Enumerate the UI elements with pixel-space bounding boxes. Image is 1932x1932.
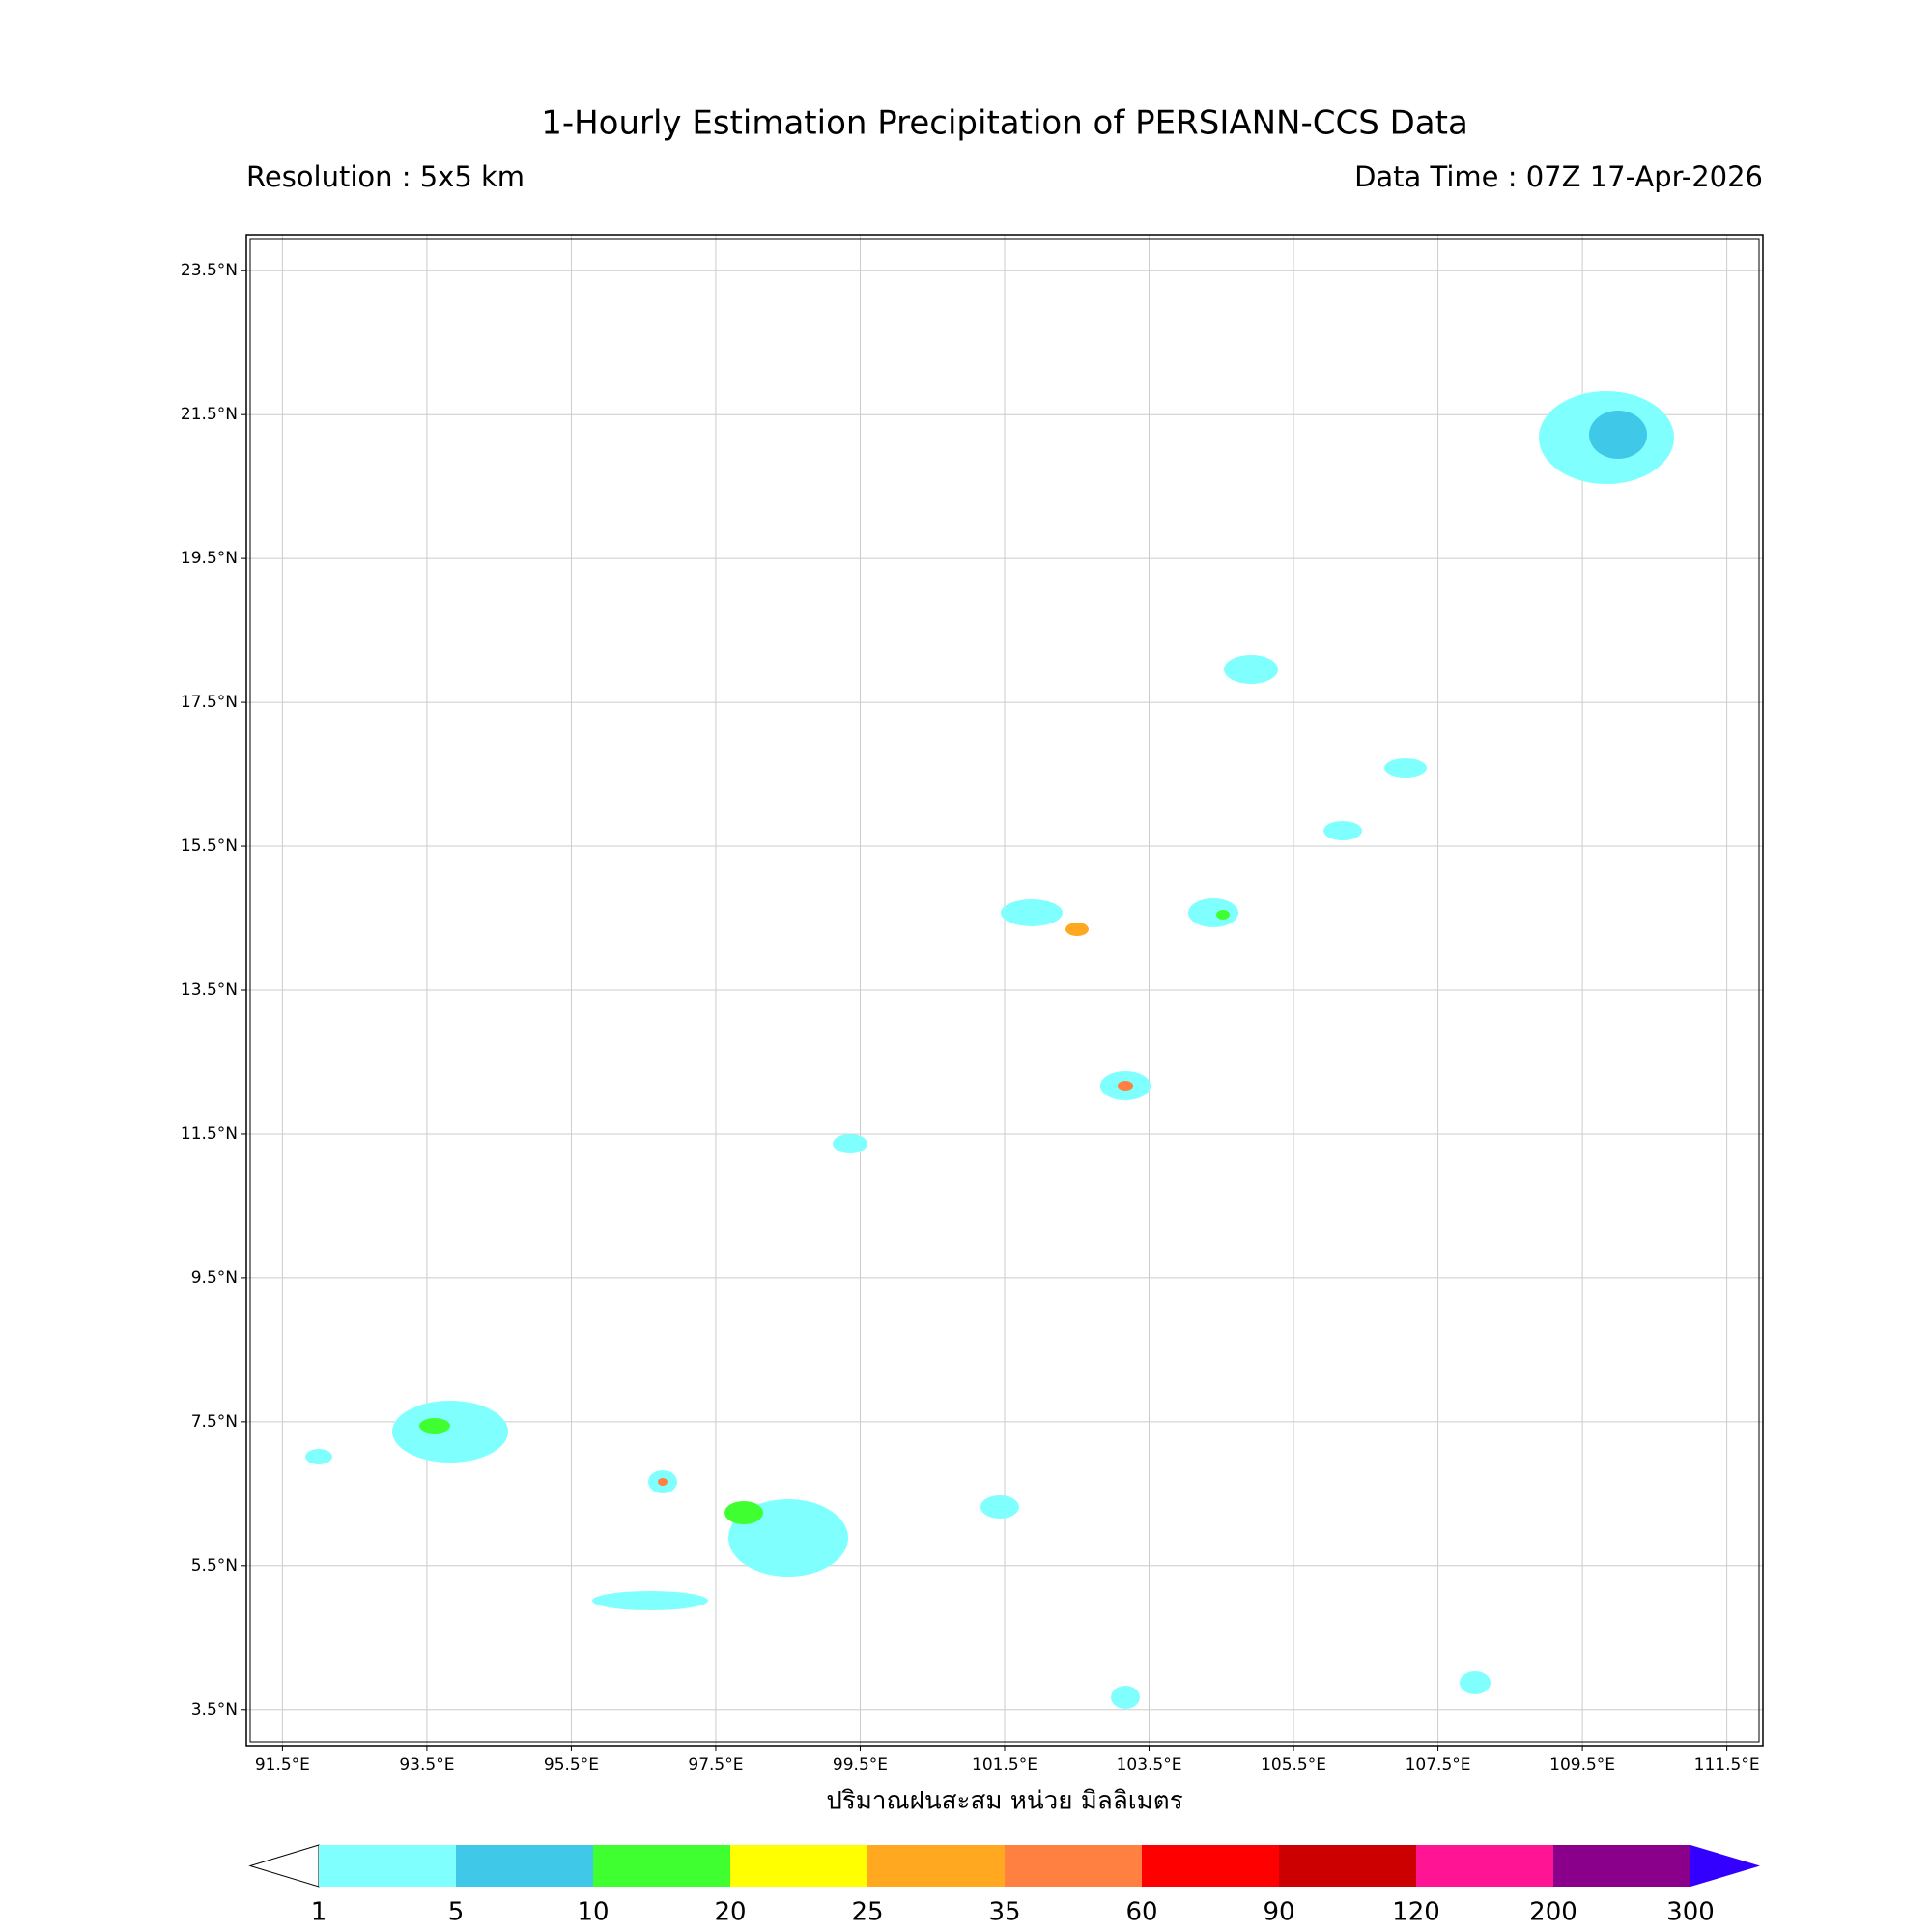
colorbar-box <box>456 1845 594 1887</box>
x-tick-label: 101.5°E <box>972 1755 1037 1775</box>
y-tick-label: 23.5°N <box>181 261 238 280</box>
rain-area <box>1323 821 1362 840</box>
rain-area <box>305 1449 332 1464</box>
x-tick-label: 91.5°E <box>255 1755 310 1775</box>
colorbar-tick-label: 1 <box>311 1898 327 1927</box>
colorbar-extend-max <box>1690 1845 1760 1887</box>
colorbar-tick-label: 10 <box>577 1898 609 1927</box>
y-tick-label: 5.5°N <box>191 1556 238 1576</box>
colorbar-tick-label: 5 <box>448 1898 465 1927</box>
rain-area <box>592 1591 708 1610</box>
colorbar-tick-label: 200 <box>1529 1898 1577 1927</box>
x-tick-label: 111.5°E <box>1694 1755 1760 1775</box>
colorbar-extend-min <box>248 1844 320 1888</box>
x-tick-label: 103.5°E <box>1117 1755 1182 1775</box>
y-tick-label: 11.5°N <box>181 1124 238 1144</box>
map-frame-inner <box>249 238 1760 1743</box>
colorbar-box <box>1553 1845 1691 1887</box>
x-tick-label: 109.5°E <box>1549 1755 1615 1775</box>
colorbar-tick-label: 90 <box>1263 1898 1294 1927</box>
y-tick-label: 9.5°N <box>191 1268 238 1288</box>
rain-area <box>724 1501 763 1524</box>
y-tick-label: 15.5°N <box>181 837 238 856</box>
rain-area <box>1111 1686 1140 1709</box>
rain-area <box>1460 1671 1491 1694</box>
y-tick-label: 19.5°N <box>181 549 238 568</box>
rain-area <box>658 1478 668 1486</box>
map-frame <box>245 234 1764 1747</box>
rain-area <box>1065 923 1089 936</box>
colorbar-box <box>319 1845 457 1887</box>
colorbar-box <box>1142 1845 1280 1887</box>
rain-area <box>1589 411 1647 459</box>
colorbar-box <box>730 1845 868 1887</box>
colorbar-tick-label: 120 <box>1392 1898 1440 1927</box>
subtitle-right: Data Time : 07Z 17-Apr-2026 <box>1354 160 1763 193</box>
rain-area <box>1224 655 1278 684</box>
rain-area <box>1384 758 1427 778</box>
x-tick-label: 107.5°E <box>1406 1755 1471 1775</box>
colorbar-label: ปริมาณฝนสะสม หน่วย มิลลิเมตร <box>826 1787 1182 1816</box>
rain-area <box>1118 1081 1133 1091</box>
x-tick-label: 93.5°E <box>399 1755 454 1775</box>
rain-area <box>419 1418 450 1434</box>
y-tick-label: 3.5°N <box>191 1700 238 1719</box>
subtitle-left: Resolution : 5x5 km <box>246 160 525 193</box>
colorbar-tick-label: 20 <box>714 1898 746 1927</box>
x-tick-label: 99.5°E <box>833 1755 888 1775</box>
y-tick-label: 17.5°N <box>181 693 238 712</box>
title: 1-Hourly Estimation Precipitation of PER… <box>541 104 1468 143</box>
colorbar-box <box>593 1845 731 1887</box>
rain-area <box>392 1401 508 1463</box>
y-tick-label: 21.5°N <box>181 405 238 424</box>
colorbar-box <box>1005 1845 1143 1887</box>
colorbar-box <box>1416 1845 1554 1887</box>
rain-area <box>980 1495 1019 1519</box>
x-tick-label: 105.5°E <box>1261 1755 1326 1775</box>
colorbar-tick-label: 60 <box>1125 1898 1157 1927</box>
x-tick-label: 97.5°E <box>688 1755 743 1775</box>
y-tick-label: 7.5°N <box>191 1412 238 1432</box>
x-tick-label: 95.5°E <box>544 1755 599 1775</box>
rain-area <box>1188 898 1238 927</box>
colorbar-box <box>1279 1845 1417 1887</box>
rain-area <box>1216 910 1230 920</box>
y-tick-label: 13.5°N <box>181 980 238 1000</box>
colorbar-tick-label: 300 <box>1666 1898 1715 1927</box>
rain-area <box>833 1134 867 1153</box>
rain-area <box>1001 899 1063 926</box>
colorbar-tick-label: 35 <box>988 1898 1020 1927</box>
colorbar-tick-label: 25 <box>851 1898 883 1927</box>
precipitation-areas <box>305 391 1674 1709</box>
colorbar-box <box>867 1845 1006 1887</box>
